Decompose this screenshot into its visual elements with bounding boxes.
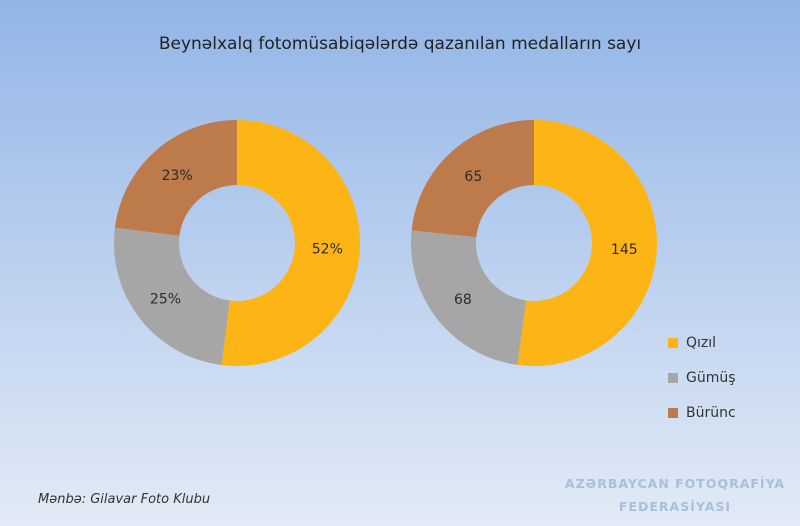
slice-silver-label: 25% bbox=[150, 291, 181, 307]
legend-label-gold: Qızıl bbox=[686, 335, 717, 351]
legend: Qızıl Gümüş Bürünc bbox=[668, 334, 736, 439]
slice-silver bbox=[113, 227, 230, 366]
legend-item-bronze: Bürünc bbox=[668, 404, 736, 422]
chart-title: Beynəlxalq fotomüsabiqələrdə qazanılan m… bbox=[158, 34, 642, 54]
source-note: Mənbə: Gilavar Foto Klubu bbox=[38, 492, 211, 507]
donut-chart-count: 145 68 65 bbox=[411, 120, 658, 367]
legend-item-silver: Gümüş bbox=[668, 369, 736, 387]
slice-bronze bbox=[114, 120, 237, 236]
legend-label-silver: Gümüş bbox=[686, 370, 736, 386]
watermark-line-2: FEDERASİYASI bbox=[618, 499, 732, 514]
legend-swatch-bronze bbox=[668, 408, 678, 418]
slice-gold-label: 52% bbox=[312, 242, 343, 258]
legend-label-bronze: Bürünc bbox=[686, 405, 736, 421]
slice-gold-label: 145 bbox=[611, 242, 638, 258]
federation-watermark: AZƏRBAYCAN FOTOQRAFİYA FEDERASİYASI bbox=[560, 472, 790, 518]
slice-bronze-label: 65 bbox=[464, 169, 482, 185]
slice-gold bbox=[221, 120, 360, 366]
legend-item-gold: Qızıl bbox=[668, 334, 736, 352]
slice-bronze-label: 23% bbox=[162, 168, 193, 184]
donut-chart-percent: 52% 25% 23% bbox=[113, 120, 360, 366]
slice-silver-label: 68 bbox=[454, 292, 472, 308]
slice-bronze bbox=[411, 120, 534, 238]
legend-swatch-silver bbox=[668, 373, 678, 383]
slice-gold bbox=[517, 120, 658, 367]
legend-swatch-gold bbox=[668, 338, 678, 348]
slice-silver bbox=[411, 230, 527, 365]
watermark-line-1: AZƏRBAYCAN FOTOQRAFİYA bbox=[564, 476, 786, 491]
